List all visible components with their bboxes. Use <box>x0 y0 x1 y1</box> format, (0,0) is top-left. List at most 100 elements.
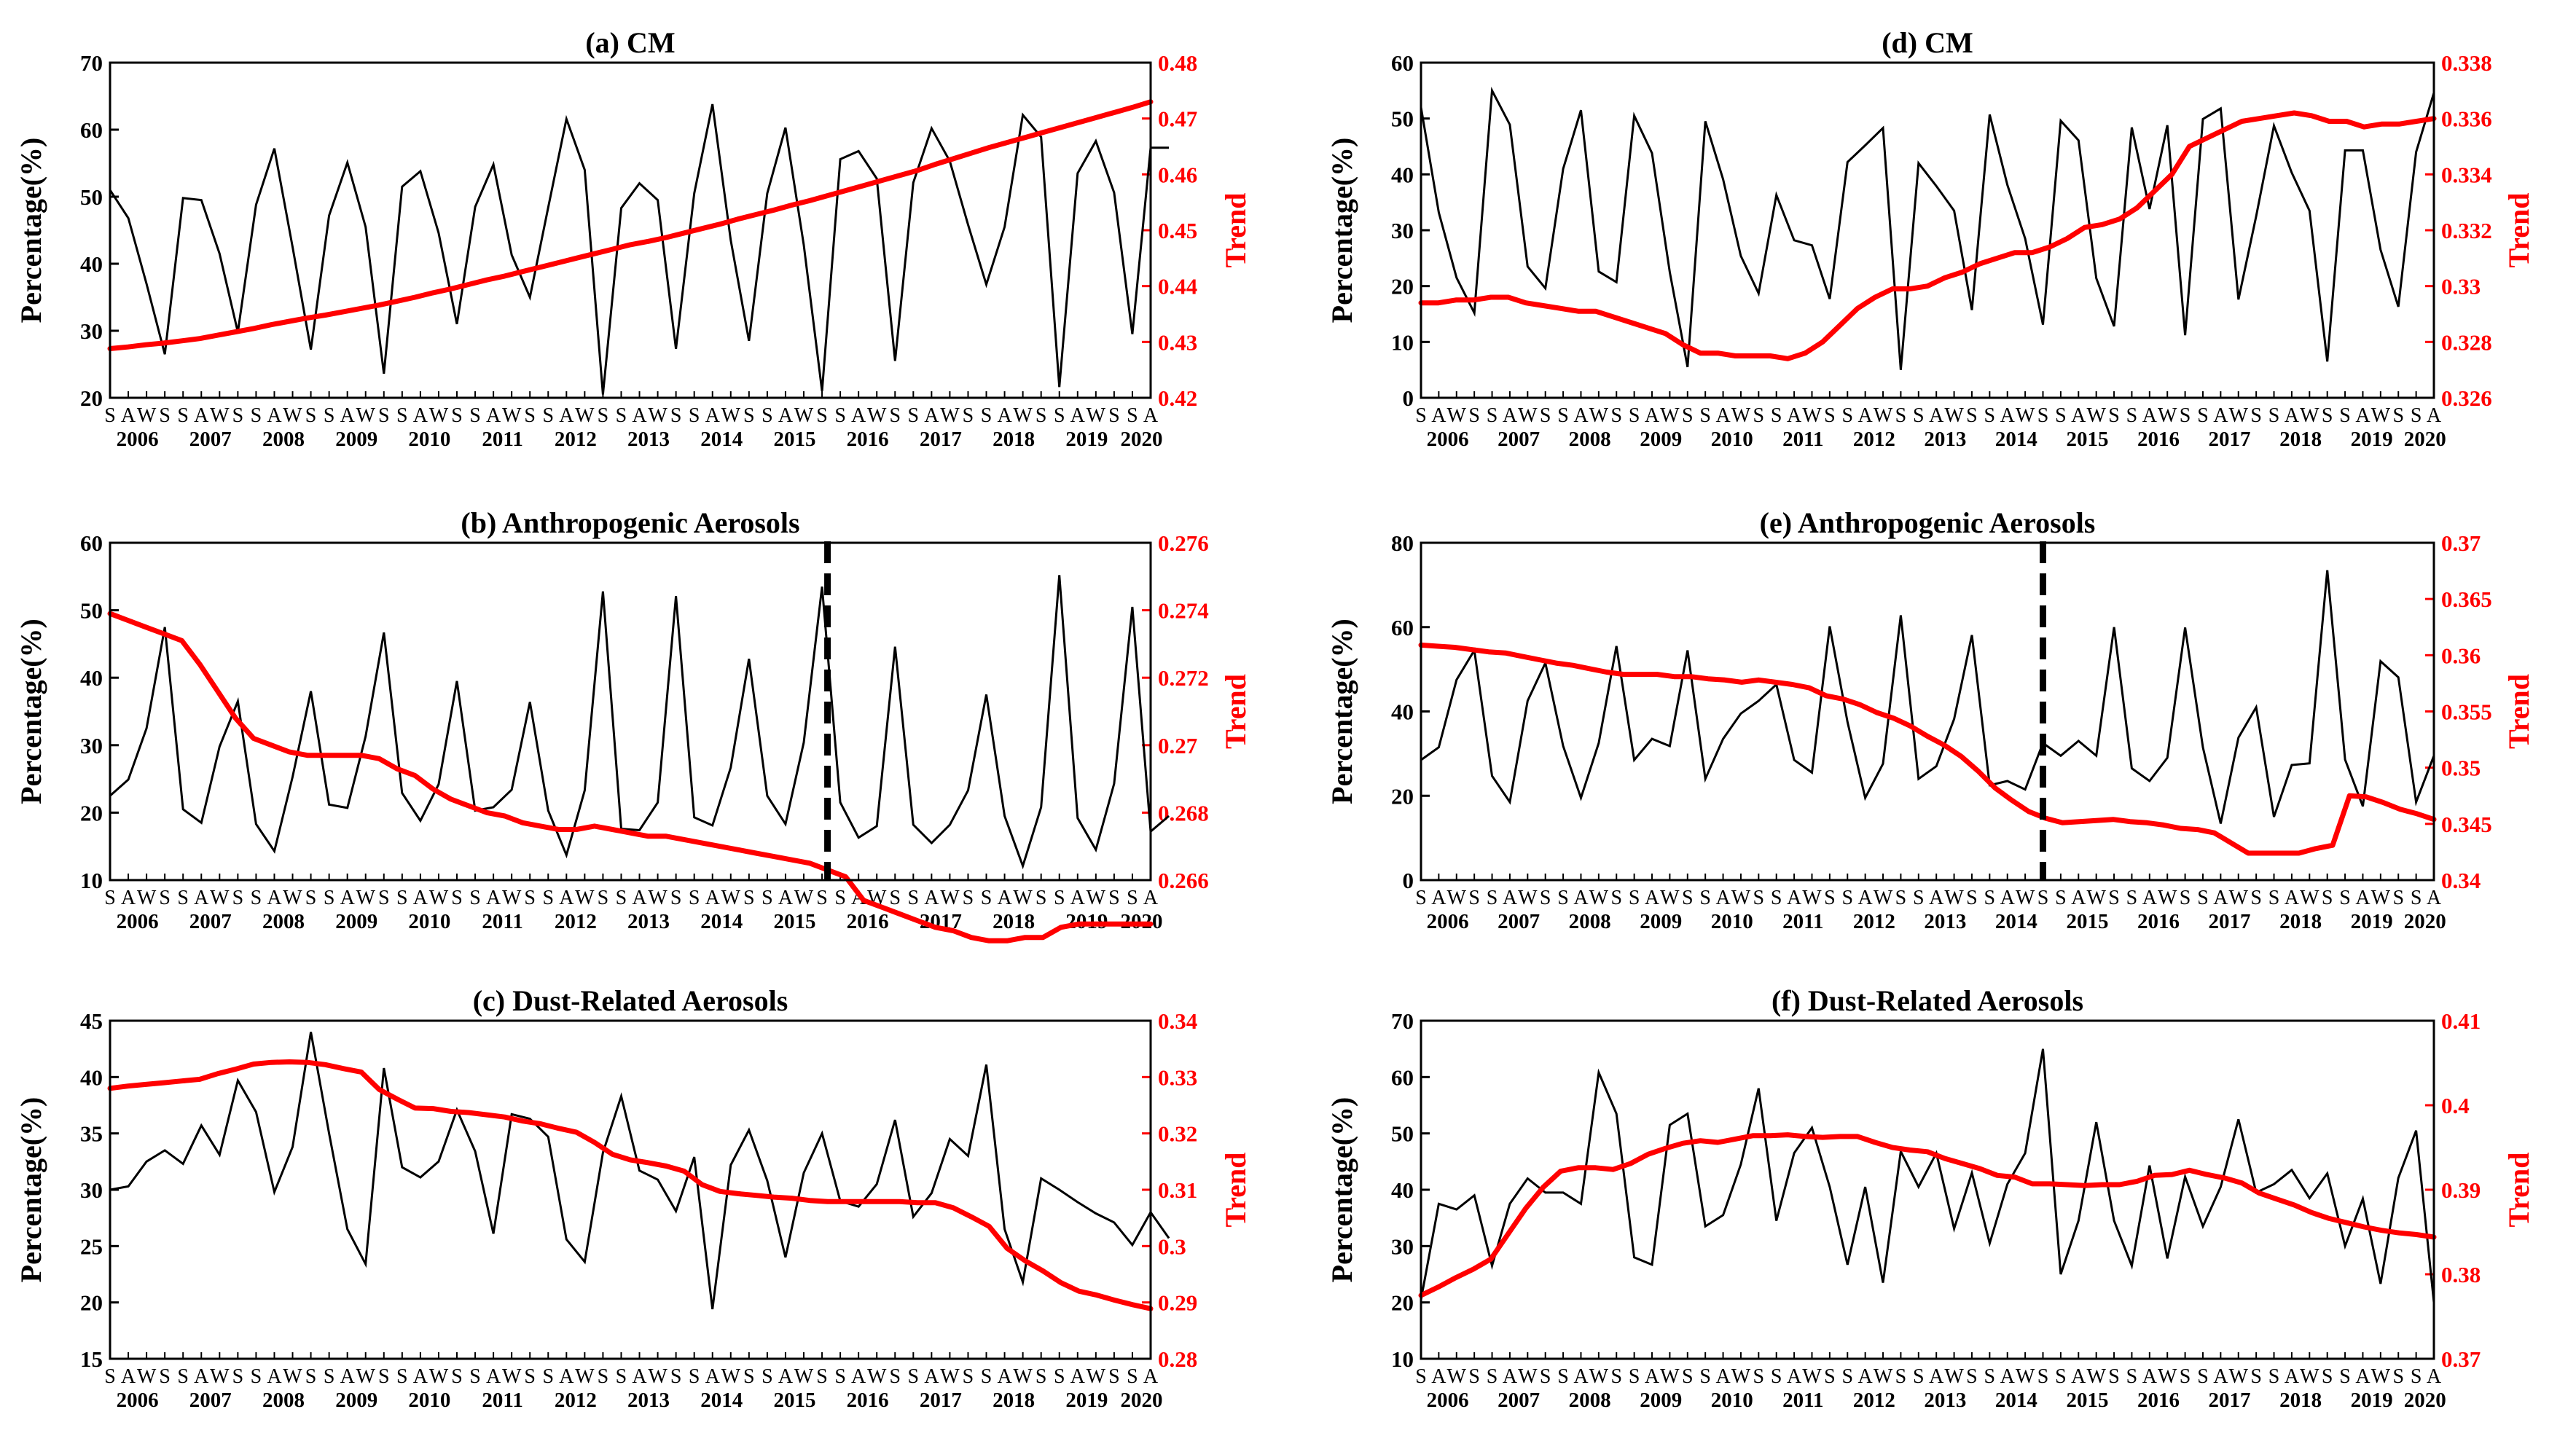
left-axis-tick-label: 60 <box>80 117 103 143</box>
right-axis-tick-label: 0.46 <box>1158 162 1197 187</box>
season-tick-label: W <box>794 887 814 909</box>
season-tick-label: A <box>267 1365 282 1388</box>
season-tick-label: S <box>963 404 974 427</box>
season-tick-label: S <box>305 887 317 909</box>
year-label: 2020 <box>2404 428 2446 451</box>
year-label: 2007 <box>1498 910 1540 933</box>
season-tick-label: S <box>2411 887 2422 909</box>
panel-d: (d) CM 0 10 20 30 40 50 60 0.326 0.328 0.33 0.332 0.… <box>1326 26 2535 451</box>
season-tick-label: S <box>670 404 682 427</box>
season-tick-label: W <box>1447 404 1467 427</box>
year-label: 2010 <box>408 428 450 451</box>
season-tick-label: S <box>2197 404 2209 427</box>
left-axis-tick-label: 10 <box>1391 329 1414 355</box>
year-label: 2015 <box>2066 428 2108 451</box>
trend-series-line <box>107 611 1154 943</box>
season-tick-label: S <box>396 887 408 909</box>
year-label: 2015 <box>773 1389 815 1412</box>
season-tick-label: S <box>305 1365 317 1388</box>
y2-axis-label: Trend <box>2502 1153 2535 1228</box>
season-tick-label: S <box>1771 1365 1782 1388</box>
left-axis-tick-label: 0 <box>1403 868 1414 893</box>
season-tick-label: S <box>305 404 317 427</box>
season-tick-label: W <box>1660 887 1680 909</box>
right-axis-tick-label: 0.332 <box>2441 218 2492 243</box>
y2-axis-label: Trend <box>1219 674 1252 749</box>
panel-title: (b) Anthropogenic Aerosols <box>461 506 799 539</box>
right-axis-tick-label: 0.36 <box>2441 643 2481 668</box>
season-tick-label: S <box>1895 1365 1907 1388</box>
left-axis-tick-label: 35 <box>80 1121 103 1147</box>
season-tick-label: S <box>1913 404 1925 427</box>
season-tick-label: W <box>2300 887 2319 909</box>
season-tick-label: A <box>2000 1365 2016 1388</box>
season-tick-label: A <box>1143 404 1159 427</box>
season-tick-label: S <box>1841 404 1853 427</box>
season-tick-label: W <box>283 1365 302 1388</box>
season-tick-label: S <box>104 404 116 427</box>
season-tick-label: S <box>524 404 536 427</box>
panel-e: (e) Anthropogenic Aerosols 0 20 40 60 80 0.34 0… <box>1326 506 2535 933</box>
trend-series-line <box>107 1059 1154 1311</box>
season-tick-label: S <box>1540 887 1551 909</box>
season-tick-label: S <box>889 404 901 427</box>
season-tick-label: S <box>1127 887 1138 909</box>
year-label: 2008 <box>262 1389 305 1412</box>
season-tick-label: W <box>2371 1365 2391 1388</box>
season-tick-label: W <box>2016 404 2035 427</box>
season-tick-label: W <box>940 887 960 909</box>
left-axis-tick-label: 60 <box>1391 615 1414 640</box>
right-axis-tick-label: 0.39 <box>2441 1177 2481 1203</box>
left-axis-tick-label: 70 <box>1391 1008 1414 1034</box>
left-axis-tick-label: 20 <box>1391 1290 1414 1316</box>
season-tick-label: A <box>1929 404 1944 427</box>
right-axis-tick-label: 0.42 <box>1158 385 1197 411</box>
right-axis-tick-label: 0.345 <box>2441 812 2492 837</box>
y2-axis-label: Trend <box>2502 674 2535 749</box>
percentage-series-line <box>1420 86 2435 370</box>
year-label: 2008 <box>262 910 305 933</box>
season-tick-label: A <box>632 404 647 427</box>
season-tick-label: A <box>632 887 647 909</box>
season-tick-label: W <box>2086 887 2106 909</box>
right-axis-tick-label: 0.4 <box>2441 1093 2470 1118</box>
season-tick-label: S <box>378 887 390 909</box>
year-label: 2018 <box>993 428 1035 451</box>
right-axis-tick-label: 0.27 <box>1158 733 1197 758</box>
panel-title: (d) CM <box>1882 26 1973 59</box>
season-tick-label: S <box>1468 404 1480 427</box>
year-label: 2009 <box>335 1389 377 1412</box>
year-label: 2019 <box>2351 1389 2393 1412</box>
left-axis-tick-label: 50 <box>1391 1121 1414 1147</box>
left-axis-tick-label: 30 <box>80 733 103 758</box>
season-tick-label: A <box>851 404 866 427</box>
season-tick-label: S <box>2055 404 2067 427</box>
season-tick-label: S <box>1682 887 1694 909</box>
season-tick-label: S <box>2250 404 2262 427</box>
year-label: 2009 <box>335 428 377 451</box>
season-tick-label: A <box>121 887 136 909</box>
season-tick-label: S <box>1699 887 1711 909</box>
left-axis-tick-label: 0 <box>1403 385 1414 411</box>
season-tick-label: W <box>2229 1365 2249 1388</box>
season-tick-label: A <box>486 404 501 427</box>
year-label: 2008 <box>1569 428 1611 451</box>
season-tick-label: S <box>232 1365 244 1388</box>
left-axis-tick-label: 15 <box>80 1346 103 1372</box>
season-tick-label: W <box>137 1365 157 1388</box>
year-label: 2012 <box>555 428 597 451</box>
year-label: 2015 <box>2066 1389 2108 1412</box>
season-tick-label: S <box>324 887 335 909</box>
left-axis-tick-label: 30 <box>80 1177 103 1203</box>
year-label: 2020 <box>2404 1389 2446 1412</box>
year-label: 2017 <box>2209 910 2251 933</box>
season-tick-label: A <box>413 404 428 427</box>
season-tick-label: S <box>2126 1365 2138 1388</box>
season-tick-label: W <box>210 887 230 909</box>
year-label: 2015 <box>773 428 815 451</box>
season-tick-label: W <box>1874 404 1893 427</box>
season-tick-label: S <box>2108 887 2120 909</box>
season-tick-label: W <box>356 887 376 909</box>
season-tick-label: S <box>834 404 846 427</box>
year-label: 2017 <box>2209 428 2251 451</box>
